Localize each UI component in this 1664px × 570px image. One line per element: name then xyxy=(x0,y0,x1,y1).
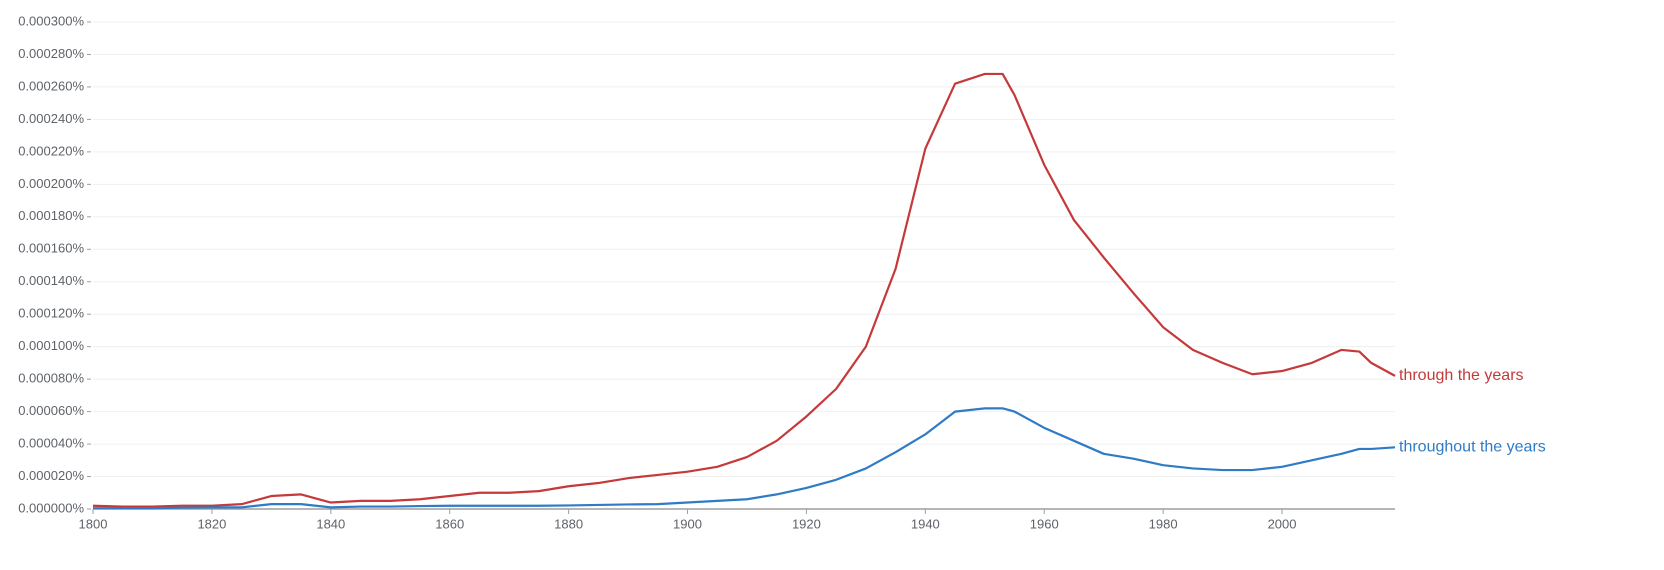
y-tick-label: 0.000220% xyxy=(18,143,84,158)
x-tick-label: 1860 xyxy=(435,516,464,531)
y-tick-label: 0.000120% xyxy=(18,306,84,321)
y-tick-label: 0.000180% xyxy=(18,208,84,223)
series-label: throughout the years xyxy=(1399,439,1546,456)
y-tick-label: 0.000080% xyxy=(18,371,84,386)
y-tick-label: 0.000300% xyxy=(18,13,84,28)
x-tick-label: 2000 xyxy=(1268,516,1297,531)
y-tick-label: 0.000040% xyxy=(18,436,84,451)
x-tick-label: 1900 xyxy=(673,516,702,531)
x-tick-label: 1880 xyxy=(554,516,583,531)
x-tick-label: 1820 xyxy=(197,516,226,531)
y-tick-label: 0.000000% xyxy=(18,500,84,515)
x-tick-label: 1940 xyxy=(911,516,940,531)
y-tick-label: 0.000100% xyxy=(18,338,84,353)
series-line xyxy=(93,407,1396,510)
series-line xyxy=(92,72,1396,508)
y-tick-label: 0.000280% xyxy=(18,46,84,61)
x-tick-label: 1980 xyxy=(1149,516,1178,531)
y-tick-label: 0.000020% xyxy=(18,468,84,483)
x-tick-label: 1800 xyxy=(79,516,108,531)
x-tick-label: 1960 xyxy=(1030,516,1059,531)
y-tick-label: 0.000260% xyxy=(18,78,84,93)
y-tick-label: 0.000140% xyxy=(18,273,84,288)
x-tick-label: 1840 xyxy=(316,516,345,531)
series-label: through the years xyxy=(1399,367,1524,384)
y-tick-label: 0.000060% xyxy=(18,403,84,418)
x-tick-label: 1920 xyxy=(792,516,821,531)
y-tick-label: 0.000240% xyxy=(18,111,84,126)
y-tick-label: 0.000200% xyxy=(18,176,84,191)
y-tick-label: 0.000160% xyxy=(18,241,84,256)
